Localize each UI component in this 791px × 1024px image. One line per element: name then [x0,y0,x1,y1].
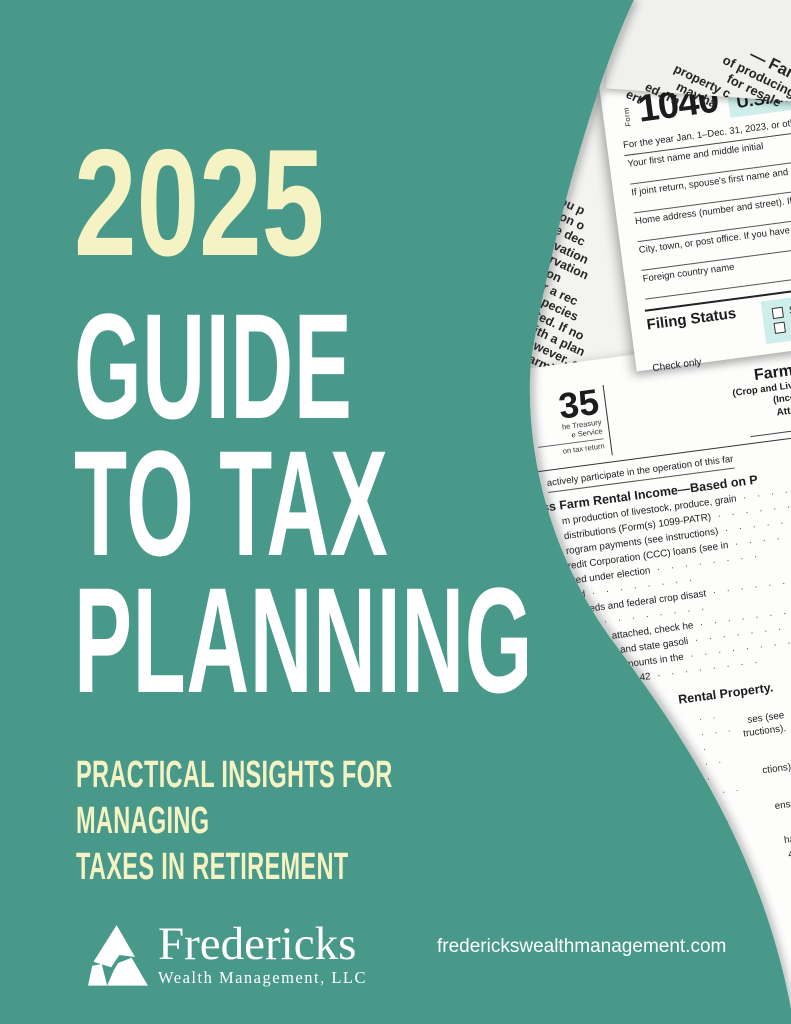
cover-title-line: GUIDE [74,282,353,450]
brand-block: Fredericks Wealth Management, LLC [158,920,367,988]
cover-subtitle: PRACTICAL INSIGHTS FOR MANAGING TAXES IN … [76,752,791,890]
footer: Fredericks Wealth Management, LLC freder… [0,904,791,1024]
form-1040-form-word: Form [621,106,633,128]
cover-year: 2025 [74,118,325,288]
brand-name: Fredericks [158,918,357,970]
brand-subname: Wealth Management, LLC [158,968,367,987]
cover-title: GUIDE TO TAX PLANNING [74,282,791,724]
website-url: frederickswealthmanagement.com [437,936,727,957]
cover-title-line: PLANNING [74,556,533,724]
cover-subtitle-line: TAXES IN RETIREMENT [76,846,349,888]
cover-title-line: TO TAX [74,419,389,587]
cover-subtitle-line: PRACTICAL INSIGHTS FOR MANAGING [76,754,393,842]
fredericks-mountain-logo-icon [88,925,148,986]
